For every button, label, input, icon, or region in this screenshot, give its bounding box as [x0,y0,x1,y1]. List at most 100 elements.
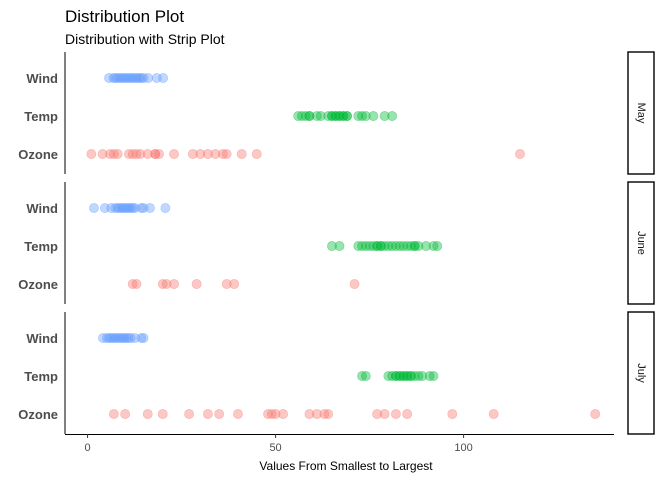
data-point-ozone [390,409,401,419]
data-point-temp [387,241,398,251]
data-point-ozone [131,149,142,159]
data-point-temp [357,371,367,381]
y-tick-label-temp: Temp [24,109,58,124]
facet-strip [627,181,655,305]
data-point-ozone [127,149,138,159]
data-point-temp [338,111,349,121]
data-point-wind [110,73,121,83]
data-point-wind [119,73,129,83]
data-point-wind [117,203,128,213]
data-point-ozone [236,149,247,159]
data-point-temp [428,371,439,381]
data-point-ozone [312,409,322,419]
data-point-temp [390,371,401,381]
facet-strip-label: May [635,103,647,124]
data-point-temp [330,111,341,121]
data-point-temp [368,111,379,121]
data-point-wind [132,73,143,83]
y-tick-label-wind: Wind [26,71,58,86]
data-point-temp [372,241,382,251]
data-point-temp [342,111,352,121]
data-point-ozone [169,149,179,159]
data-point-ozone [210,149,221,159]
x-tick-label: 0 [84,442,90,454]
data-point-ozone [251,149,262,159]
data-point-wind [115,73,125,83]
data-point-wind [130,73,140,83]
data-point-ozone [191,279,202,289]
data-point-ozone [157,409,168,419]
data-point-ozone [142,409,153,419]
data-point-ozone [108,409,119,419]
data-point-wind [89,203,99,213]
data-point-temp [394,371,405,381]
data-point-temp [296,111,307,121]
data-point-temp [327,241,337,251]
data-point-wind [117,333,128,343]
data-point-wind [160,203,171,213]
data-point-ozone [142,149,153,159]
data-point-temp [402,241,413,251]
data-point-wind [104,333,114,343]
data-point-ozone [402,409,413,419]
data-point-temp [304,111,315,121]
data-point-ozone [86,149,97,159]
data-point-temp [417,371,428,381]
data-point-temp [406,241,416,251]
data-point-ozone [120,409,131,419]
data-point-wind [106,203,117,213]
data-point-temp [330,111,341,121]
data-point-temp [372,241,382,251]
data-point-temp [406,371,416,381]
data-point-ozone [233,409,243,419]
data-point-wind [136,333,147,343]
data-point-temp [334,111,345,121]
chart-title: Distribution Plot [65,7,184,26]
data-point-temp [357,241,367,251]
chart-subtitle: Distribution with Strip Plot [65,31,225,47]
data-point-wind [136,203,147,213]
data-point-temp [394,241,405,251]
data-point-wind [127,203,138,213]
data-point-wind [112,73,123,83]
data-point-ozone [108,149,119,159]
data-point-wind [125,203,136,213]
data-point-ozone [131,279,142,289]
data-point-wind [123,203,134,213]
y-tick-label-wind: Wind [26,331,58,346]
data-point-temp [409,371,420,381]
data-point-wind [130,333,140,343]
data-point-wind [101,333,112,343]
y-tick-label-ozone: Ozone [18,147,58,162]
data-point-ozone [124,149,134,159]
data-point-ozone [202,409,213,419]
data-point-temp [327,111,337,121]
data-point-wind [121,333,132,343]
data-point-wind [121,203,132,213]
data-point-temp [379,241,390,251]
data-point-temp [323,111,334,121]
data-point-temp [312,111,322,121]
data-point-wind [119,203,129,213]
data-point-temp [402,371,413,381]
data-point-wind [121,73,132,83]
data-point-temp [409,241,420,251]
data-point-ozone [218,149,228,159]
data-point-ozone [278,409,288,419]
facet-strip-label: June [635,231,647,255]
data-point-temp [304,111,315,121]
facet-strip [627,51,655,175]
data-point-ozone [349,279,360,289]
data-point-temp [413,241,424,251]
data-point-ozone [157,279,168,289]
data-point-wind [112,203,123,213]
facet-july: Wind Temp Ozone July [18,311,655,435]
data-point-ozone [135,149,146,159]
data-point-wind [115,333,125,343]
data-point-temp [398,371,409,381]
data-point-ozone [379,409,390,419]
data-point-ozone [515,149,525,159]
data-point-ozone [150,149,161,159]
facet-strip [627,311,655,435]
data-point-ozone [169,279,179,289]
